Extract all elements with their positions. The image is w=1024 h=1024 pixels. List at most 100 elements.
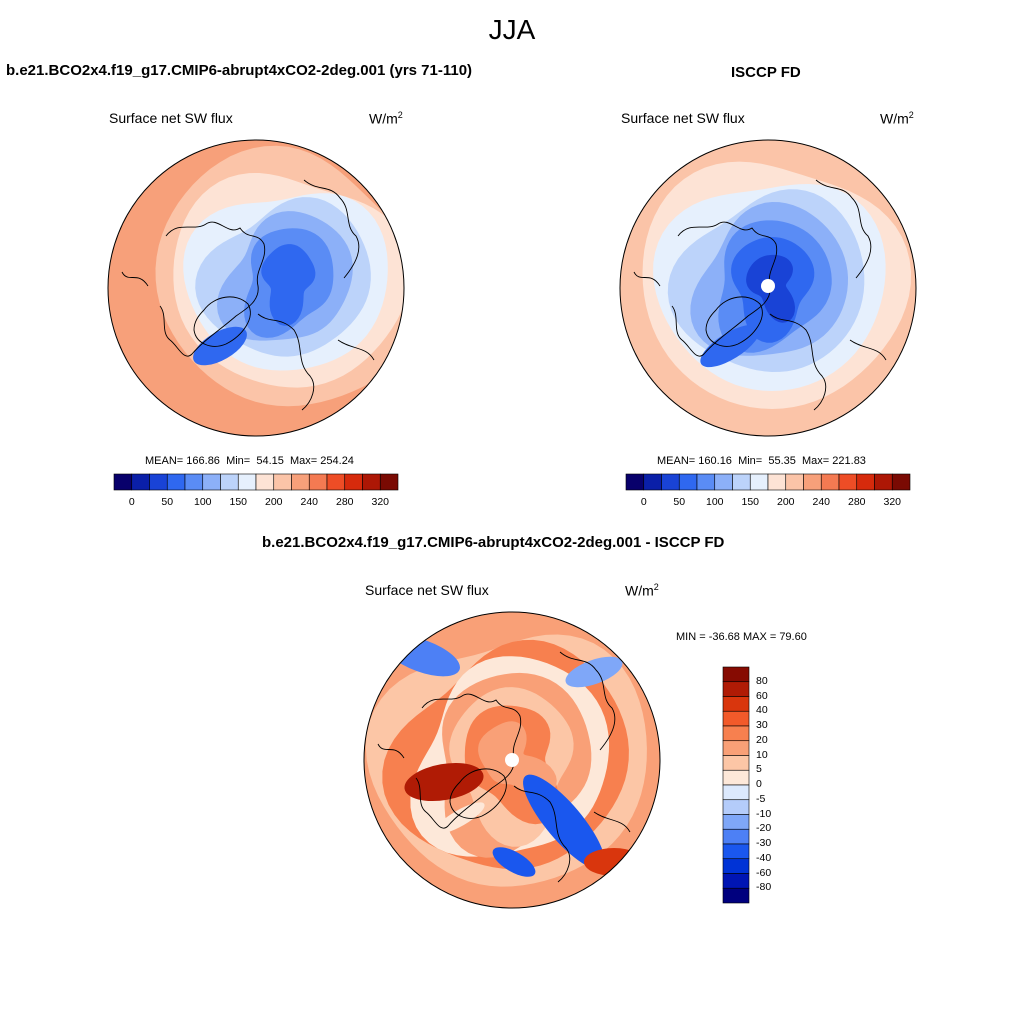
colorbar-swatch	[722, 799, 750, 815]
colorbar-swatch	[291, 473, 310, 491]
field-patch	[404, 762, 484, 802]
panel3-colorbar	[722, 666, 750, 904]
coastline	[193, 296, 251, 347]
cbar3-tick: -5	[756, 792, 766, 805]
colorbar-swatch	[767, 473, 787, 491]
colorbar-swatch	[732, 473, 751, 491]
colorbar-swatch	[820, 473, 840, 491]
coastline	[303, 179, 360, 279]
cbar1-tick: 240	[300, 496, 319, 508]
panel1-colorbar	[113, 473, 399, 491]
panel2-title: ISCCP FD	[731, 64, 801, 81]
panel1-max: 254.24	[320, 455, 354, 467]
colorbar-swatch	[803, 473, 822, 491]
coastline	[257, 313, 315, 411]
cbar2-tick: 320	[883, 496, 902, 508]
panel2-variable: Surface net SW flux	[621, 110, 745, 126]
colorbar-swatch	[722, 769, 750, 786]
colorbar-swatch	[722, 873, 750, 889]
cbar3-tick: 20	[756, 733, 768, 746]
coastline	[513, 785, 571, 883]
colorbar-swatch	[149, 473, 168, 491]
map-border	[107, 139, 405, 437]
colorbar-swatch	[722, 755, 750, 771]
cbar3-tick: -80	[756, 881, 772, 894]
colorbar-swatch	[326, 473, 346, 491]
coastline	[449, 768, 507, 819]
colorbar-swatch	[273, 473, 292, 491]
cbar2-tick: 200	[776, 496, 795, 508]
colorbar-swatch	[220, 473, 239, 491]
colorbar-swatch	[237, 473, 257, 491]
coastline	[769, 313, 827, 411]
colorbar-swatch	[184, 473, 204, 491]
panel2-polar-map	[619, 139, 917, 437]
colorbar-swatch	[661, 473, 680, 491]
panel2-colorbar-ticks: 0 50 100 150 200 240 280 320	[626, 496, 910, 510]
colorbar-swatch	[308, 473, 328, 491]
colorbar-swatch	[891, 473, 911, 491]
cbar3-tick: 80	[756, 674, 768, 687]
cbar2-tick: 240	[812, 496, 831, 508]
colorbar-swatch	[643, 473, 662, 491]
field-patch	[584, 848, 644, 876]
panel3-units: W/m2	[625, 582, 659, 599]
coastline	[633, 271, 661, 287]
cbar2-tick: 50	[673, 496, 686, 508]
colorbar-swatch	[344, 473, 363, 491]
map-border	[363, 611, 661, 909]
panel3-minmax: MIN = -36.68 MAX = 79.60	[676, 631, 807, 643]
cbar3-tick: 30	[756, 719, 768, 731]
coastline	[705, 296, 763, 347]
panel3-polar-map	[363, 611, 661, 909]
panel2-colorbar	[625, 473, 911, 491]
colorbar-swatch	[696, 473, 716, 491]
colorbar-swatch	[678, 473, 698, 491]
colorbar-swatch	[722, 828, 750, 845]
cbar2-tick: 280	[847, 496, 866, 508]
panel1-min: 54.15	[256, 455, 284, 467]
cbar3-tick: -60	[756, 866, 772, 879]
cbar3-tick: -30	[756, 837, 772, 849]
coastline	[121, 271, 149, 287]
field-patch	[523, 774, 605, 870]
colorbar-swatch	[722, 858, 750, 874]
coastline	[849, 339, 887, 361]
panel3-colorbar-ticks: 80 60 40 30 20 10 5 0 -5 -10 -20 -30 -40…	[756, 667, 796, 903]
coastline	[337, 339, 375, 361]
cbar1-tick: 280	[335, 496, 354, 508]
panel1-units: W/m2	[369, 110, 403, 127]
cbar1-tick: 100	[193, 496, 212, 508]
cbar3-tick: -10	[756, 807, 772, 820]
colorbar-swatch	[362, 473, 381, 491]
colorbar-swatch	[714, 473, 733, 491]
cbar1-tick: 200	[264, 496, 283, 508]
cbar2-tick: 150	[741, 496, 760, 508]
panel1-colorbar-ticks: 0 50 100 150 200 240 280 320	[114, 496, 398, 510]
map-border	[619, 139, 917, 437]
colorbar-swatch	[625, 473, 645, 491]
panel2-mean: 160.16	[698, 455, 732, 467]
colorbar-swatch	[722, 740, 750, 756]
panel2-min: 55.35	[768, 455, 796, 467]
field-patch	[565, 656, 623, 688]
colorbar-swatch	[722, 784, 750, 801]
missing-data-pole	[761, 279, 775, 293]
panel2-stats: MEAN= 160.16 Min= 55.35 Max= 221.83	[657, 455, 866, 467]
colorbar-swatch	[722, 710, 750, 727]
colorbar-swatch	[202, 473, 221, 491]
coastline	[377, 743, 405, 759]
missing-data-pole	[505, 753, 519, 767]
panel1-stats: MEAN= 166.86 Min= 54.15 Max= 254.24	[145, 455, 354, 467]
colorbar-swatch	[785, 473, 804, 491]
colorbar-swatch	[722, 843, 750, 860]
panel2-units: W/m2	[880, 110, 914, 127]
panel2-max: 221.83	[832, 455, 866, 467]
field-band	[261, 244, 316, 326]
panel3-variable: Surface net SW flux	[365, 582, 489, 598]
cbar3-tick: -40	[756, 851, 772, 864]
colorbar-swatch	[874, 473, 893, 491]
colorbar-swatch	[722, 887, 750, 904]
cbar3-tick: 5	[756, 763, 762, 776]
cbar1-tick: 320	[371, 496, 390, 508]
